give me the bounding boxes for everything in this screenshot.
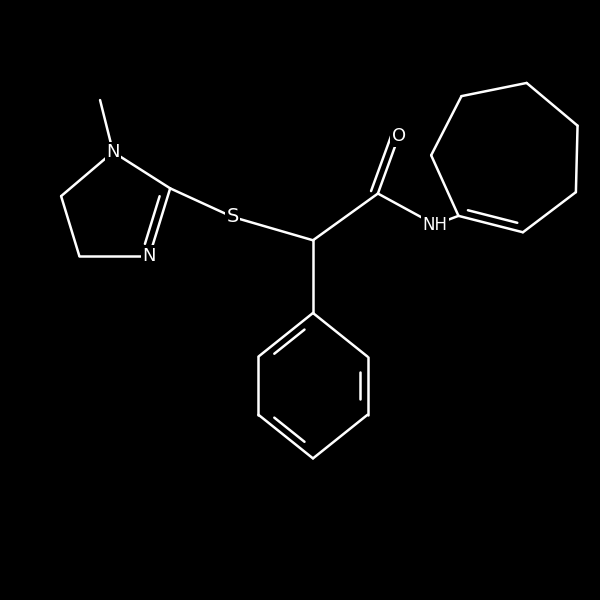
Text: N: N: [106, 143, 120, 161]
Text: S: S: [226, 208, 239, 226]
Text: NH: NH: [422, 215, 448, 233]
Text: N: N: [143, 247, 156, 265]
Text: O: O: [392, 127, 406, 145]
